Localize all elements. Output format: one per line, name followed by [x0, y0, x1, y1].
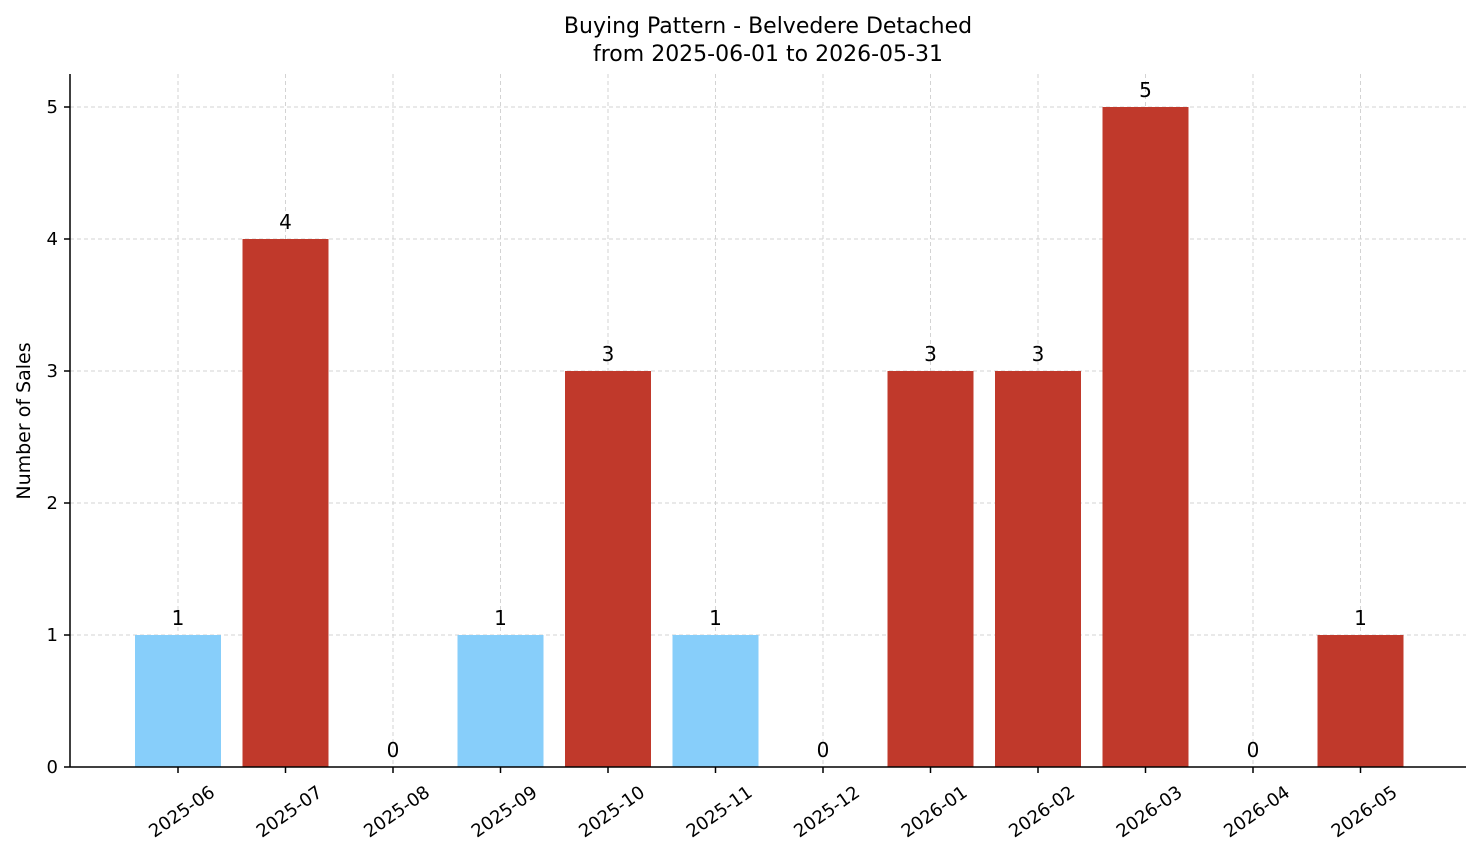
- bar-value-label: 0: [1247, 738, 1260, 762]
- x-tick-label: 2025-06: [145, 782, 219, 842]
- bar-value-label: 3: [602, 342, 615, 366]
- bar-value-label: 3: [924, 342, 937, 366]
- x-tick-label: 2026-01: [898, 782, 972, 842]
- bar-value-label: 4: [279, 210, 292, 234]
- x-tick-label: 2025-07: [253, 782, 327, 842]
- bar: [135, 635, 221, 767]
- x-tick-label: 2025-08: [360, 782, 434, 842]
- bar: [1317, 635, 1404, 767]
- bar: [1102, 107, 1189, 767]
- x-tick-label: 2026-02: [1005, 782, 1079, 842]
- y-tick-label: 1: [47, 625, 58, 646]
- bar: [565, 371, 651, 767]
- y-tick-label: 4: [47, 229, 58, 250]
- x-tick-label: 2025-10: [575, 782, 649, 842]
- chart-title: Buying Pattern - Belvedere Detached: [564, 14, 972, 39]
- chart-subtitle: from 2025-06-01 to 2026-05-31: [593, 42, 943, 67]
- bar-value-label: 5: [1139, 78, 1152, 102]
- bar-value-label: 1: [709, 606, 722, 630]
- bar: [672, 635, 759, 767]
- bar-value-label: 3: [1032, 342, 1045, 366]
- bars-layer: [135, 107, 1404, 767]
- bar-value-label: 1: [494, 606, 507, 630]
- y-tick-label: 3: [47, 361, 58, 382]
- bar: [242, 239, 329, 767]
- x-tick-label: 2026-04: [1220, 782, 1294, 842]
- bar-value-label: 0: [387, 738, 400, 762]
- y-tick-label: 5: [47, 97, 58, 118]
- x-tick-label: 2026-03: [1113, 782, 1187, 842]
- bar: [887, 371, 974, 767]
- y-tick-label: 2: [47, 493, 58, 514]
- x-tick-label: 2026-05: [1328, 782, 1402, 842]
- x-tick-label: 2025-09: [468, 782, 542, 842]
- bar-value-label: 1: [1354, 606, 1367, 630]
- x-tick-label: 2025-11: [683, 782, 757, 842]
- bar: [995, 371, 1081, 767]
- bar-value-label: 1: [172, 606, 185, 630]
- x-tick-label: 2025-12: [790, 782, 864, 842]
- axes-layer: [64, 74, 1466, 773]
- y-axis-label: Number of Sales: [13, 342, 35, 499]
- bar-value-label: 0: [817, 738, 830, 762]
- y-tick-label: 0: [47, 757, 58, 778]
- bar: [457, 635, 544, 767]
